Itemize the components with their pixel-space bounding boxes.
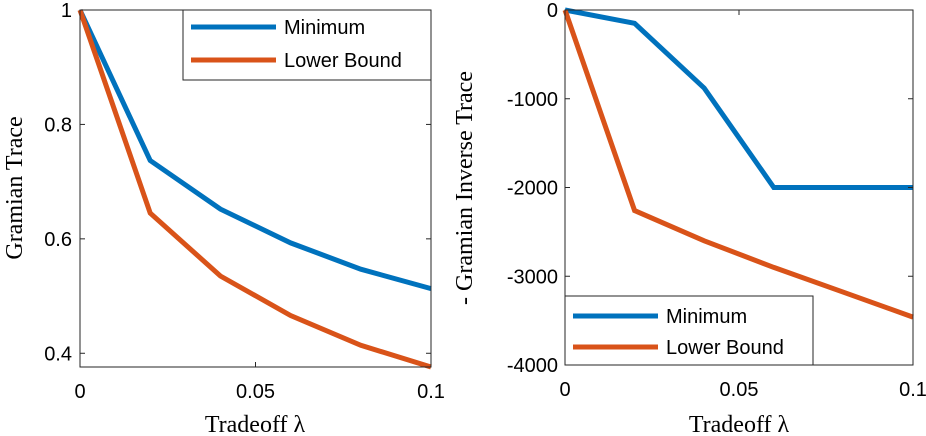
right-x-tick-label: 0 (559, 379, 570, 401)
left-x-tick-label: 0.1 (417, 381, 445, 403)
right-y-tick-label: -2000 (507, 178, 558, 200)
right-legend-label-lower-bound: Lower Bound (666, 337, 784, 359)
left-series-lower-bound-line (77, 9, 432, 370)
left-y-tick-label: 0.8 (44, 114, 72, 136)
right-y-tick-label: 0 (547, 0, 558, 22)
left-y-tick-label: 0.4 (44, 343, 72, 365)
right-chart: 0 0.05 0.1 0 -1000 -2000 -3000 -4000 Minimum Low… (452, 0, 926, 436)
left-y-axis-label: Gramian Trace (2, 116, 28, 259)
left-series-minimum-line (77, 8, 432, 292)
right-series-minimum-line (564, 7, 913, 190)
right-x-tick-label: 0.1 (899, 379, 926, 401)
left-legend-box (182, 9, 432, 81)
left-series-group (77, 8, 432, 370)
left-x-axis-label: Tradeoff λ (205, 412, 306, 436)
right-series-lower-bound-line (562, 9, 914, 320)
left-legend-label-lower-bound: Lower Bound (284, 50, 402, 72)
left-x-tick-label: 0.05 (236, 381, 275, 403)
left-x-tick-label: 0 (74, 381, 85, 403)
right-y-axis-label: - Gramian Inverse Trace (452, 71, 478, 305)
right-legend: Minimum Lower Bound (564, 295, 814, 366)
right-ticks-group: 0 0.05 0.1 0 -1000 -2000 -3000 -4000 (507, 0, 926, 401)
right-y-tick-label: -3000 (507, 266, 558, 288)
right-legend-box (564, 295, 814, 366)
right-x-tick-label: 0.05 (720, 379, 759, 401)
right-y-tick-label: -4000 (507, 355, 558, 377)
left-chart: 0 0.05 0.1 1 0.8 0.6 0.4 Minimum Lower Bound Tr… (2, 0, 445, 436)
left-y-tick-label: 1 (61, 0, 72, 22)
right-legend-label-minimum: Minimum (666, 306, 747, 328)
left-y-tick-label: 0.6 (44, 229, 72, 251)
right-series-group (562, 7, 914, 320)
left-ticks-group: 0 0.05 0.1 1 0.8 0.6 0.4 (44, 0, 445, 403)
left-legend: Minimum Lower Bound (182, 9, 432, 81)
left-legend-label-minimum: Minimum (284, 17, 365, 39)
right-x-axis-label: Tradeoff λ (689, 412, 790, 436)
right-y-tick-label: -1000 (507, 89, 558, 111)
